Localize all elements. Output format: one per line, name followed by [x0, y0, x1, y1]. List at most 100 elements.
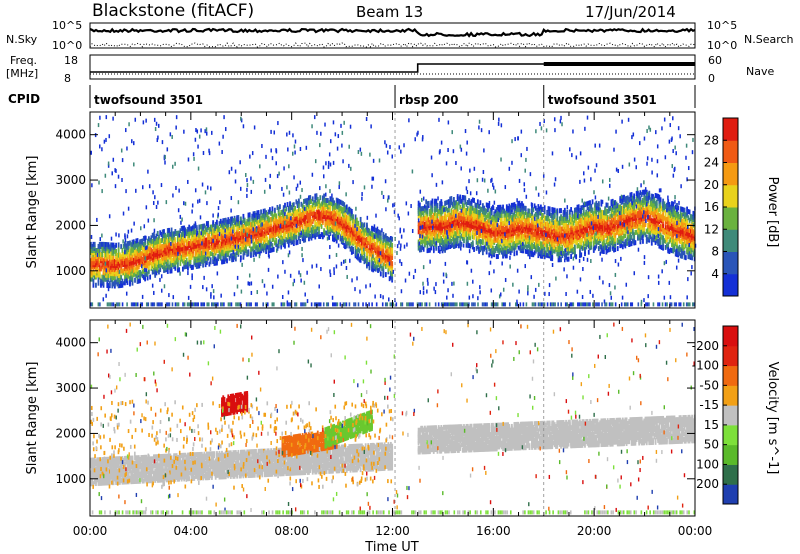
power-cell — [160, 258, 163, 264]
power-cell — [444, 200, 446, 206]
power-cell — [364, 227, 367, 233]
power-cell — [112, 281, 115, 287]
power-cell — [101, 274, 104, 280]
power-cell — [372, 261, 375, 267]
power-cell — [266, 211, 269, 217]
power-cell — [348, 206, 351, 212]
power-cell — [320, 232, 323, 238]
power-cell — [391, 246, 394, 252]
power-cell — [284, 215, 286, 221]
power-cell — [112, 275, 115, 281]
power-cell — [146, 255, 149, 261]
power-cell — [444, 213, 446, 219]
power-cell — [91, 270, 94, 276]
power-cell — [376, 248, 378, 254]
power-cell — [187, 241, 189, 247]
power-cell — [354, 249, 357, 255]
power-cell — [213, 224, 216, 230]
power-cell — [315, 227, 318, 233]
power-cell — [195, 257, 198, 263]
power-cell — [382, 248, 385, 254]
power-cell — [137, 264, 140, 270]
power-cell — [328, 220, 331, 226]
power-cell — [471, 240, 474, 246]
power-cell — [388, 243, 391, 249]
power-cell — [391, 242, 394, 248]
power-cell — [218, 243, 221, 249]
power-cell — [360, 254, 363, 260]
power-cell — [151, 238, 154, 244]
power-cell — [194, 223, 197, 229]
power-cell — [211, 224, 213, 230]
power-cell — [131, 268, 134, 274]
power-cell — [447, 244, 450, 250]
power-cell — [435, 233, 438, 239]
power-cell — [377, 229, 380, 235]
power-cell — [137, 247, 140, 253]
power-cell — [126, 279, 129, 285]
power-cell — [266, 220, 269, 226]
power-cell — [329, 196, 332, 202]
power-cell — [421, 244, 424, 250]
power-cell — [345, 237, 348, 243]
power-cell — [170, 258, 173, 264]
power-cell — [429, 237, 431, 243]
power-cell — [118, 283, 121, 289]
power-cell — [389, 242, 392, 248]
power-cell — [313, 226, 315, 232]
power-cell — [111, 281, 114, 287]
power-cell — [348, 237, 351, 243]
power-cell — [287, 232, 290, 238]
power-cell — [243, 217, 246, 223]
power-cell — [296, 219, 299, 225]
power-cell — [434, 241, 436, 247]
power-cell — [330, 201, 333, 207]
power-cell — [107, 242, 110, 248]
power-cell — [239, 230, 242, 236]
power-cell — [368, 255, 371, 261]
power-cell — [169, 250, 172, 256]
power-cell — [362, 243, 365, 249]
power-cell — [224, 217, 227, 223]
power-cell — [188, 261, 191, 267]
power-cell — [92, 245, 95, 251]
power-cell — [342, 221, 344, 227]
power-cell — [142, 235, 145, 241]
power-cell — [216, 219, 218, 225]
power-cell — [316, 209, 319, 215]
power-cell — [418, 202, 421, 208]
power-cell — [107, 272, 110, 278]
power-cell — [286, 202, 289, 208]
power-cell — [424, 222, 426, 228]
power-cell — [175, 259, 178, 265]
power-cell — [285, 206, 288, 212]
power-cell — [357, 253, 360, 259]
power-cell — [95, 262, 97, 268]
power-cell — [286, 238, 289, 244]
power-cell — [333, 218, 336, 224]
power-cell — [367, 235, 370, 241]
power-cell — [205, 227, 208, 233]
power-cell — [347, 240, 349, 246]
power-cell — [100, 252, 102, 258]
power-cell — [91, 248, 94, 254]
power-cell — [274, 207, 276, 213]
freq-label-line1: Freq. — [10, 54, 37, 67]
power-cell — [357, 231, 360, 237]
power-cell — [139, 278, 141, 284]
power-cell — [169, 268, 172, 274]
power-cell — [324, 216, 327, 222]
power-cell — [101, 252, 104, 258]
power-cell — [434, 221, 436, 227]
power-cell — [113, 259, 116, 265]
power-cell — [434, 215, 436, 221]
power-cell — [388, 255, 391, 261]
power-cell — [231, 232, 233, 238]
power-cell — [388, 237, 391, 243]
power-cell — [239, 226, 242, 232]
power-cell — [343, 228, 346, 234]
power-cell — [275, 237, 278, 243]
power-cell — [460, 211, 463, 217]
power-cell — [182, 252, 184, 258]
power-cell — [234, 231, 237, 237]
